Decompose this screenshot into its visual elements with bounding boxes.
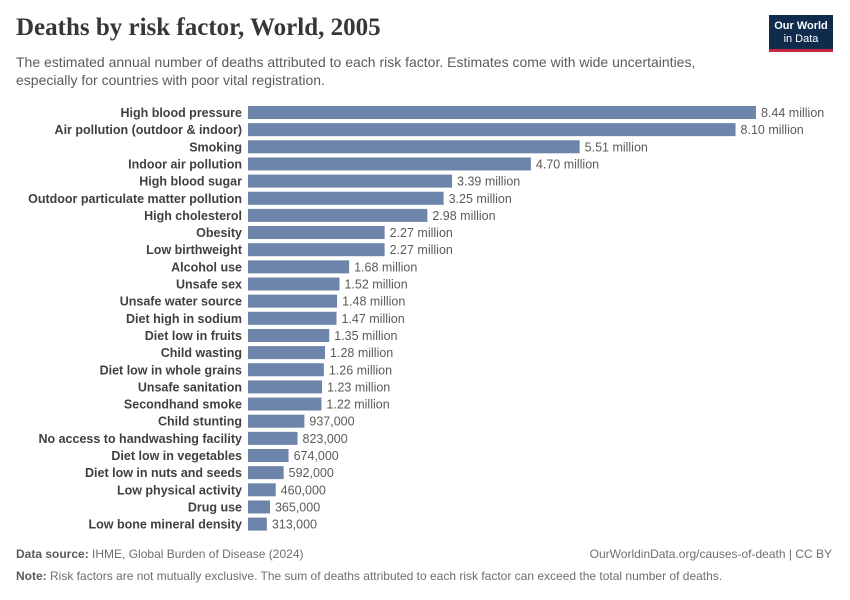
bar[interactable] bbox=[248, 414, 305, 428]
bar[interactable] bbox=[248, 123, 736, 137]
data-source-label: Data source: bbox=[16, 547, 89, 561]
value-label: 1.35 million bbox=[334, 329, 397, 343]
logo-line-2: in Data bbox=[783, 33, 819, 45]
value-label: 674,000 bbox=[294, 449, 339, 463]
value-label: 1.48 million bbox=[342, 295, 405, 309]
value-label: 5.51 million bbox=[585, 140, 648, 154]
value-label: 1.28 million bbox=[330, 346, 393, 360]
owid-logo[interactable]: Our World in Data bbox=[769, 15, 833, 52]
bar[interactable] bbox=[248, 311, 337, 325]
value-label: 365,000 bbox=[275, 500, 320, 514]
bar[interactable] bbox=[248, 106, 756, 119]
value-label: 1.68 million bbox=[354, 260, 417, 274]
category-label: Air pollution (outdoor & indoor) bbox=[55, 123, 242, 137]
category-label: Smoking bbox=[189, 140, 242, 154]
category-label: No access to handwashing facility bbox=[38, 432, 242, 446]
note-label: Note: bbox=[16, 569, 47, 583]
value-label: 1.23 million bbox=[327, 380, 390, 394]
category-label: Diet low in whole grains bbox=[100, 363, 242, 377]
category-label: Unsafe sanitation bbox=[138, 380, 242, 394]
category-label: Unsafe sex bbox=[176, 278, 242, 292]
data-source-text[interactable]: IHME, Global Burden of Disease (2024) bbox=[92, 547, 304, 561]
data-source: Data source: IHME, Global Burden of Dise… bbox=[16, 547, 303, 561]
value-label: 1.47 million bbox=[341, 312, 404, 326]
bar[interactable] bbox=[248, 346, 326, 360]
value-label: 2.98 million bbox=[432, 209, 495, 223]
category-label: Diet low in vegetables bbox=[111, 449, 242, 463]
category-label: Diet low in fruits bbox=[145, 329, 242, 343]
category-label: Indoor air pollution bbox=[128, 157, 242, 171]
bar[interactable] bbox=[248, 174, 453, 188]
value-label: 313,000 bbox=[272, 518, 317, 532]
bar[interactable] bbox=[248, 208, 428, 222]
chart-subtitle: The estimated annual number of deaths at… bbox=[16, 54, 696, 88]
bar[interactable] bbox=[248, 294, 338, 308]
value-label: 4.70 million bbox=[536, 157, 599, 171]
value-label: 823,000 bbox=[303, 432, 348, 446]
category-label: Diet high in sodium bbox=[126, 312, 242, 326]
category-label: Obesity bbox=[196, 226, 242, 240]
value-label: 937,000 bbox=[309, 415, 354, 429]
bar[interactable] bbox=[248, 140, 580, 154]
chart-title: Deaths by risk factor, World, 2005 bbox=[16, 14, 381, 41]
bar[interactable] bbox=[248, 226, 385, 240]
bar[interactable] bbox=[248, 260, 350, 274]
bar[interactable] bbox=[248, 500, 270, 514]
category-label: Low bone mineral density bbox=[89, 518, 243, 532]
footnote: Note: Risk factors are not mutually excl… bbox=[16, 569, 722, 583]
bar[interactable] bbox=[248, 363, 324, 377]
category-label: High blood sugar bbox=[139, 175, 242, 189]
bar[interactable] bbox=[248, 466, 284, 480]
value-label: 1.26 million bbox=[329, 363, 392, 377]
note-text: Risk factors are not mutually exclusive.… bbox=[50, 569, 723, 583]
category-label: Secondhand smoke bbox=[124, 398, 242, 412]
category-label: Low physical activity bbox=[117, 483, 242, 497]
value-label: 8.44 million bbox=[761, 106, 824, 120]
bar[interactable] bbox=[248, 277, 340, 291]
credit-link[interactable]: OurWorldinData.org/causes-of-death | CC … bbox=[589, 547, 832, 561]
bar[interactable] bbox=[248, 157, 531, 171]
value-label: 592,000 bbox=[289, 466, 334, 480]
category-label: Low birthweight bbox=[146, 243, 243, 257]
category-label: Diet low in nuts and seeds bbox=[85, 466, 242, 480]
value-label: 3.39 million bbox=[457, 175, 520, 189]
value-label: 8.10 million bbox=[741, 123, 804, 137]
category-label: Outdoor particulate matter pollution bbox=[28, 192, 242, 206]
category-label: Unsafe water source bbox=[120, 295, 242, 309]
category-label: Drug use bbox=[188, 500, 242, 514]
bar[interactable] bbox=[248, 483, 276, 497]
category-label: Alcohol use bbox=[171, 260, 242, 274]
value-label: 1.22 million bbox=[326, 398, 389, 412]
category-label: High cholesterol bbox=[144, 209, 242, 223]
bar[interactable] bbox=[248, 243, 385, 257]
bar[interactable] bbox=[248, 517, 267, 531]
category-label: High blood pressure bbox=[120, 106, 242, 120]
bar[interactable] bbox=[248, 380, 323, 394]
bar[interactable] bbox=[248, 191, 444, 205]
value-label: 2.27 million bbox=[390, 243, 453, 257]
bar[interactable] bbox=[248, 328, 330, 342]
bar[interactable] bbox=[248, 449, 289, 462]
value-label: 3.25 million bbox=[449, 192, 512, 206]
value-label: 2.27 million bbox=[390, 226, 453, 240]
category-label: Child stunting bbox=[158, 415, 242, 429]
logo-line-1: Our World bbox=[774, 20, 828, 32]
value-label: 1.52 million bbox=[344, 278, 407, 292]
category-label: Child wasting bbox=[161, 346, 242, 360]
bar[interactable] bbox=[248, 397, 322, 411]
bar[interactable] bbox=[248, 431, 298, 445]
value-label: 460,000 bbox=[281, 483, 326, 497]
